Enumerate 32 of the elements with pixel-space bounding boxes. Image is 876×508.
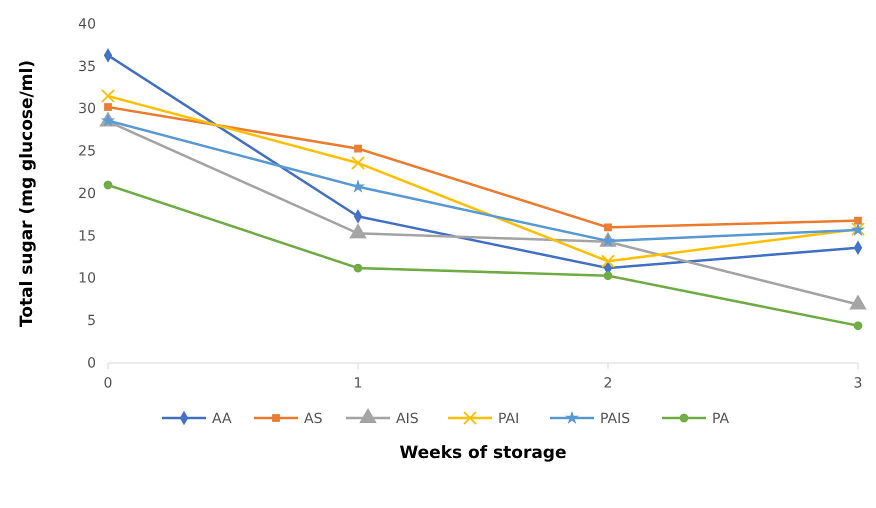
y-tick-label: 15 [78, 228, 96, 244]
y-tick-label: 0 [87, 355, 96, 372]
y-tick-label: 25 [78, 144, 96, 160]
y-tick-label: 40 [78, 16, 96, 32]
x-tick-label: 1 [354, 375, 362, 392]
y-tick-label: 35 [78, 58, 96, 75]
y-tick-label: 20 [78, 186, 96, 202]
y-tick-label: 10 [78, 270, 96, 287]
legend-label: PAI [498, 411, 520, 427]
y-tick-label: 5 [87, 313, 96, 330]
point [104, 180, 112, 190]
legend-label: AS [304, 411, 323, 427]
legend-label: AA [212, 411, 232, 427]
point [854, 321, 862, 330]
point [354, 144, 362, 152]
x-axis-title: Weeks of storage [399, 443, 567, 463]
x-tick-label: 0 [104, 375, 112, 392]
legend-label: PAIS [600, 411, 630, 427]
y-tick-label: 30 [78, 101, 96, 118]
point [351, 156, 365, 170]
point [104, 103, 112, 111]
y-axis-title: Total sugar (mg glucose/ml) [17, 60, 37, 328]
point [854, 216, 862, 224]
point [604, 224, 612, 232]
point [354, 264, 362, 272]
point [601, 254, 615, 268]
point [101, 89, 115, 103]
legend-label: PA [712, 411, 730, 427]
x-tick-label: 2 [604, 375, 612, 392]
point [604, 271, 612, 280]
x-tick-label: 3 [854, 375, 862, 392]
legend-label: AIS [396, 411, 419, 427]
